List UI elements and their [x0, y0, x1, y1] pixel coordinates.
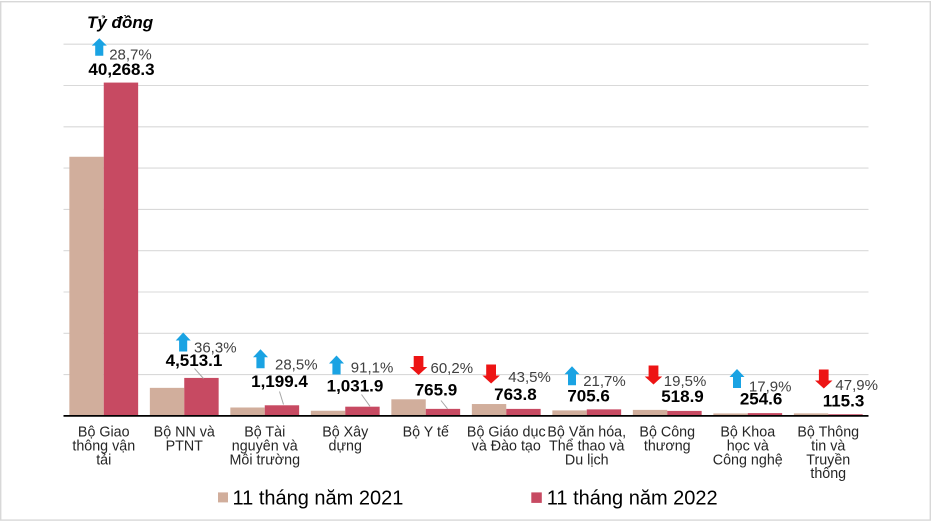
svg-text:765.9: 765.9 — [415, 381, 458, 400]
svg-text:115.3: 115.3 — [823, 392, 865, 411]
svg-text:Bộ Công: Bộ Công — [639, 425, 695, 441]
svg-text:Thể thao và: Thể thao và — [549, 439, 625, 455]
svg-text:28,5%: 28,5% — [275, 357, 318, 374]
svg-text:Bộ Giáo dục: Bộ Giáo dục — [467, 425, 546, 441]
svg-text:11 tháng năm 2021: 11 tháng năm 2021 — [233, 487, 404, 509]
svg-text:Bộ Tài: Bộ Tài — [244, 425, 285, 441]
svg-text:Truyền: Truyền — [806, 452, 850, 468]
svg-text:Bộ Khoa: Bộ Khoa — [720, 425, 775, 441]
svg-text:43,5%: 43,5% — [508, 369, 551, 386]
svg-text:Bộ Thông: Bộ Thông — [797, 425, 859, 441]
svg-text:nguyên và: nguyên và — [232, 439, 298, 455]
svg-text:thương: thương — [644, 439, 691, 455]
svg-text:Tỷ đồng: Tỷ đồng — [87, 13, 154, 32]
svg-text:Công nghệ: Công nghệ — [713, 452, 783, 468]
svg-text:47,9%: 47,9% — [835, 377, 878, 394]
svg-text:518.9: 518.9 — [661, 387, 704, 406]
svg-text:17,9%: 17,9% — [749, 378, 792, 395]
svg-text:4,513.1: 4,513.1 — [166, 351, 223, 370]
svg-text:tin và: tin và — [811, 439, 845, 455]
svg-text:36,3%: 36,3% — [194, 339, 237, 356]
svg-text:dựng: dựng — [329, 439, 362, 455]
svg-text:thông: thông — [810, 466, 846, 482]
svg-text:1,031.9: 1,031.9 — [327, 377, 384, 396]
svg-text:Du lịch: Du lịch — [565, 452, 609, 468]
svg-text:1,199.4: 1,199.4 — [251, 372, 308, 391]
svg-text:tải: tải — [96, 452, 111, 468]
svg-text:và Đào tạo: và Đào tạo — [472, 439, 541, 455]
svg-text:21,7%: 21,7% — [583, 373, 626, 390]
svg-text:40,268.3: 40,268.3 — [88, 60, 154, 79]
svg-text:19,5%: 19,5% — [664, 373, 707, 390]
svg-text:thông vận: thông vận — [72, 439, 135, 455]
svg-text:28,7%: 28,7% — [109, 46, 152, 63]
svg-text:60,2%: 60,2% — [431, 360, 474, 377]
svg-text:763.8: 763.8 — [494, 385, 537, 404]
svg-text:Bộ Văn hóa,: Bộ Văn hóa, — [547, 425, 626, 441]
svg-text:705.6: 705.6 — [567, 387, 610, 406]
svg-text:Bộ Y tế: Bộ Y tế — [403, 425, 449, 441]
svg-text:học và: học và — [727, 439, 769, 455]
svg-text:Bộ Giao: Bộ Giao — [78, 425, 130, 441]
svg-text:PTNT: PTNT — [166, 439, 204, 455]
svg-text:11 tháng năm 2022: 11 tháng năm 2022 — [547, 487, 718, 509]
svg-text:91,1%: 91,1% — [351, 359, 394, 376]
svg-text:Bộ NN và: Bộ NN và — [154, 425, 215, 441]
svg-text:254.6: 254.6 — [740, 390, 783, 409]
svg-text:Bộ Xây: Bộ Xây — [322, 425, 369, 441]
svg-text:Môi trường: Môi trường — [229, 452, 300, 468]
